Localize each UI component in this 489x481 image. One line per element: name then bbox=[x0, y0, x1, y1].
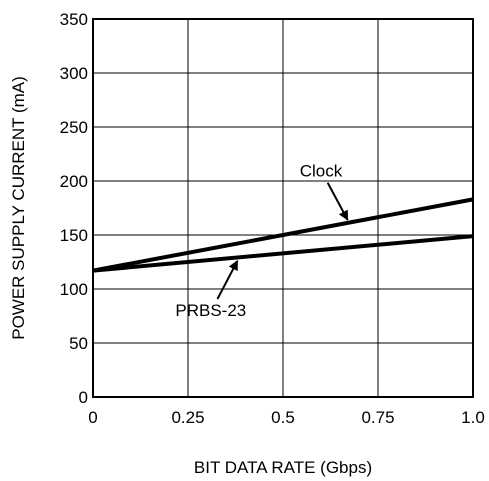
x-tick-label: 0.25 bbox=[171, 408, 204, 427]
y-tick-label: 100 bbox=[60, 280, 88, 299]
y-axis-ticks: 0 50 100 150 200 250 300 350 bbox=[60, 10, 88, 407]
series-line-prbs-23 bbox=[92, 234, 474, 273]
y-tick-label: 300 bbox=[60, 64, 88, 83]
x-tick-label: 0 bbox=[88, 408, 97, 427]
annotation-arrow-prbs-23 bbox=[216, 260, 239, 300]
y-tick-label: 150 bbox=[60, 226, 88, 245]
x-tick-label: 0.75 bbox=[361, 408, 394, 427]
y-tick-label: 0 bbox=[79, 388, 88, 407]
grid-lines bbox=[92, 18, 474, 398]
annotation-layer: Clock PRBS-23 bbox=[175, 162, 349, 320]
annotation-arrow-clock bbox=[326, 182, 349, 221]
y-tick-label: 250 bbox=[60, 118, 88, 137]
y-tick-label: 50 bbox=[69, 334, 88, 353]
series-layer bbox=[92, 197, 474, 273]
x-tick-label: 0.5 bbox=[271, 408, 295, 427]
y-tick-label: 200 bbox=[60, 172, 88, 191]
series-line-clock bbox=[92, 197, 474, 273]
annotation-label-prbs-23: PRBS-23 bbox=[175, 301, 246, 320]
x-tick-label: 1.0 bbox=[461, 408, 485, 427]
x-axis-ticks: 0 0.25 0.5 0.75 1.0 bbox=[88, 408, 485, 427]
annotation-label-clock: Clock bbox=[300, 162, 343, 181]
plot-frame bbox=[92, 18, 474, 398]
x-axis-title: BIT DATA RATE (Gbps) bbox=[194, 458, 372, 477]
y-axis-title: POWER SUPPLY CURRENT (mA) bbox=[9, 76, 28, 340]
y-tick-label: 350 bbox=[60, 10, 88, 29]
